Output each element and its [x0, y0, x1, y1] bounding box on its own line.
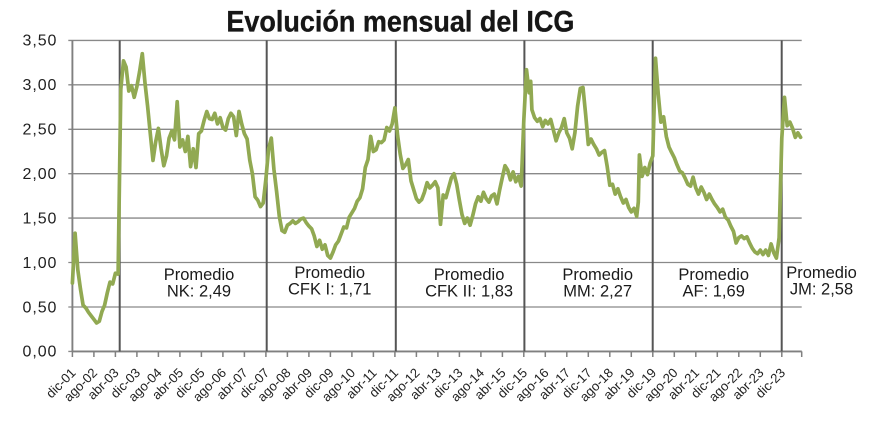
- svg-text:AF: 1,69: AF: 1,69: [683, 283, 745, 301]
- svg-text:Promedio: Promedio: [434, 266, 505, 284]
- svg-text:CFK II: 1,83: CFK II: 1,83: [425, 283, 513, 301]
- svg-text:3,00: 3,00: [23, 77, 58, 94]
- svg-text:Evolución mensual del ICG: Evolución mensual del ICG: [226, 5, 574, 38]
- svg-text:CFK I: 1,71: CFK I: 1,71: [288, 280, 371, 298]
- svg-text:MM: 2,27: MM: 2,27: [563, 283, 632, 301]
- svg-text:Promedio: Promedio: [786, 264, 857, 282]
- svg-text:3,50: 3,50: [23, 33, 58, 50]
- svg-text:1,00: 1,00: [23, 255, 58, 272]
- svg-text:2,50: 2,50: [23, 122, 58, 139]
- svg-text:JM: 2,58: JM: 2,58: [790, 281, 853, 299]
- svg-text:0,00: 0,00: [23, 344, 58, 361]
- svg-text:Promedio: Promedio: [678, 266, 749, 284]
- svg-text:1,50: 1,50: [23, 210, 58, 227]
- svg-text:Promedio: Promedio: [294, 264, 365, 282]
- svg-text:NK: 2,49: NK: 2,49: [167, 283, 231, 301]
- svg-text:0,50: 0,50: [23, 299, 58, 316]
- svg-text:2,00: 2,00: [23, 166, 58, 183]
- svg-text:Promedio: Promedio: [164, 266, 235, 284]
- svg-text:Promedio: Promedio: [562, 266, 633, 284]
